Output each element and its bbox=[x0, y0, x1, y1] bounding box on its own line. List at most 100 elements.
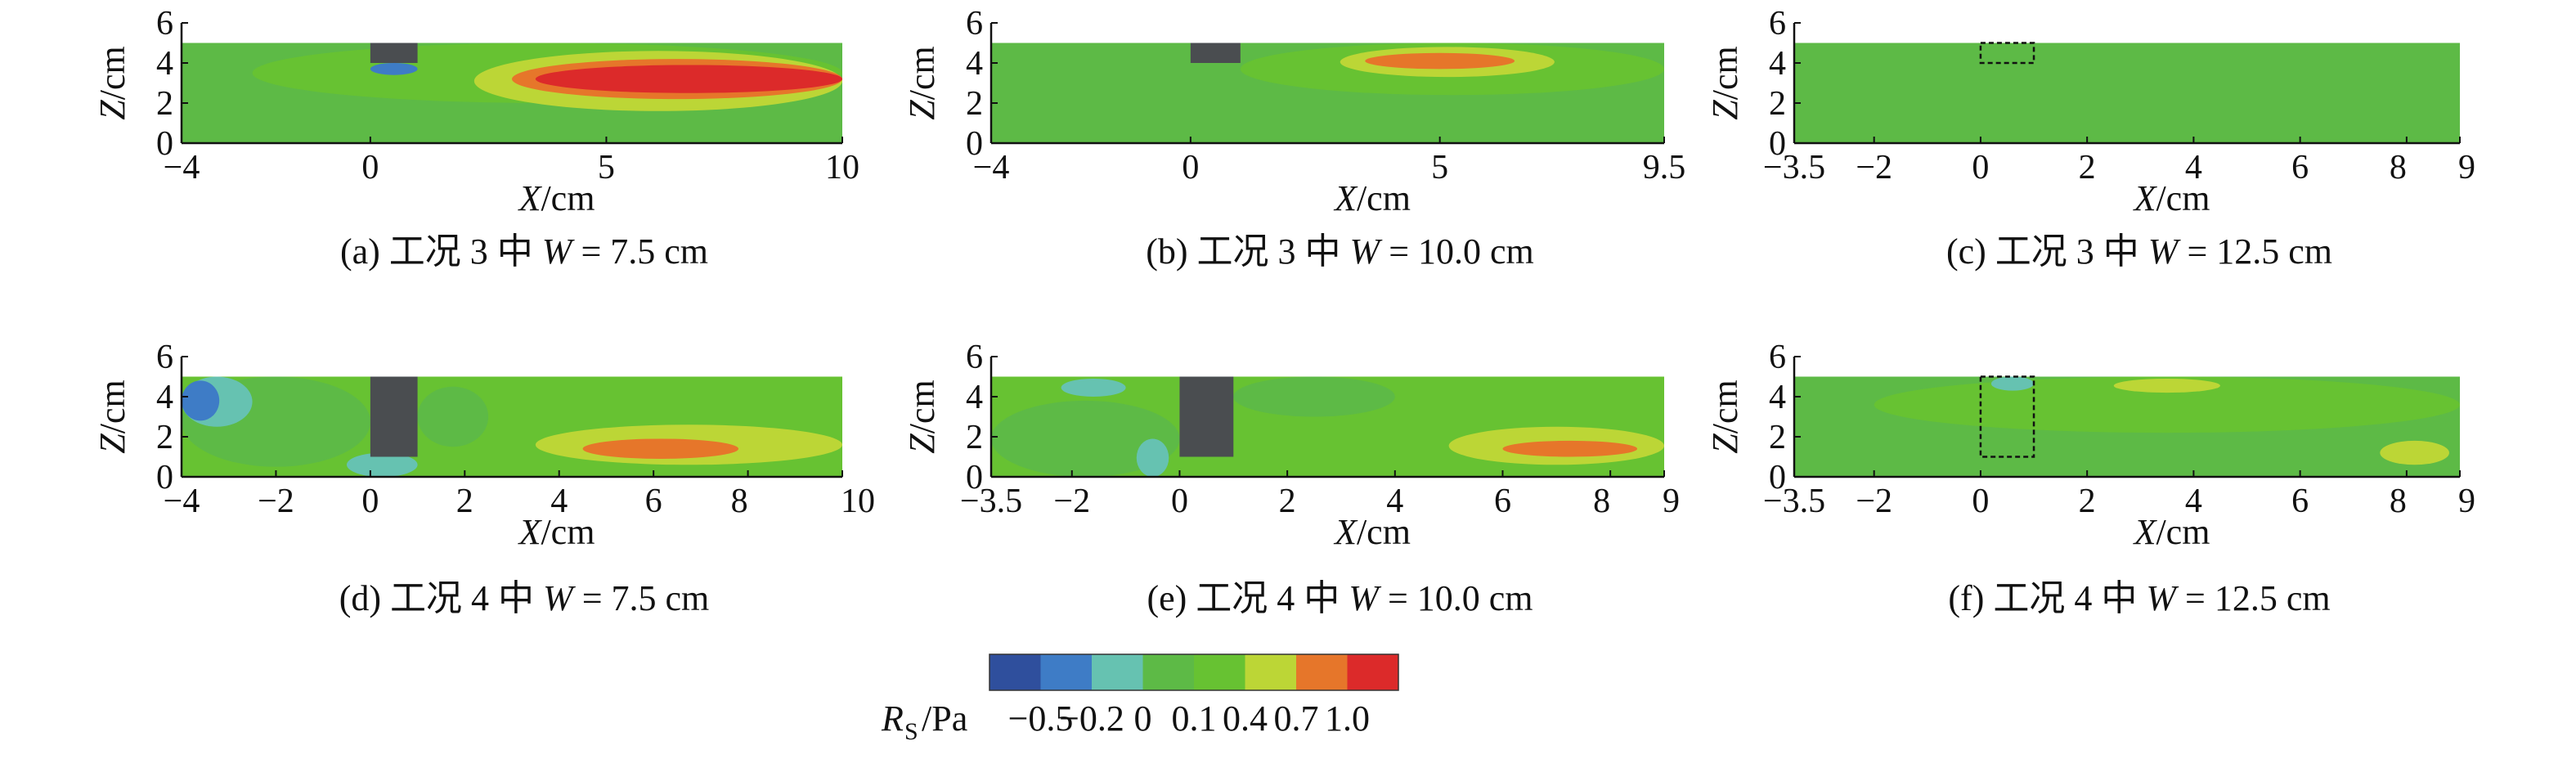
y-tick-label: 0 bbox=[966, 125, 983, 163]
x-tick-label: 5 bbox=[1431, 149, 1448, 186]
contour-region-5 bbox=[1502, 440, 1638, 457]
colorbar-label-subscript: S bbox=[904, 718, 918, 745]
colorbar-swatch bbox=[1040, 654, 1092, 690]
colorbar-tick-label: −0.5 bbox=[1008, 698, 1074, 739]
colorbar-swatch bbox=[1092, 654, 1143, 690]
colorbar-tick-label: 0.1 bbox=[1172, 698, 1217, 739]
x-tick-label: 9 bbox=[1663, 483, 1680, 520]
x-axis-label: X/cm bbox=[518, 178, 595, 218]
y-tick-label: 0 bbox=[156, 459, 173, 496]
y-tick-label: 6 bbox=[1769, 339, 1786, 376]
x-tick-label: 4 bbox=[2185, 149, 2202, 186]
colorbar-swatch bbox=[1194, 654, 1245, 690]
x-tick-label: −4 bbox=[164, 483, 200, 520]
x-axis-label: X/cm bbox=[1333, 512, 1411, 552]
contour-region-2 bbox=[1136, 438, 1169, 477]
contour-region-2 bbox=[2380, 440, 2449, 465]
x-tick-label: −3.5 bbox=[1763, 483, 1825, 520]
x-tick-label: 2 bbox=[1279, 483, 1296, 520]
y-tick-label: 2 bbox=[156, 419, 173, 456]
x-tick-label: 8 bbox=[731, 483, 748, 520]
y-tick-label: 4 bbox=[966, 379, 983, 416]
y-tick-label: 6 bbox=[156, 5, 173, 43]
x-tick-label: −2 bbox=[1856, 149, 1892, 186]
y-tick-label: 0 bbox=[966, 459, 983, 496]
obstacle-block bbox=[1190, 43, 1241, 63]
y-tick-label: 4 bbox=[156, 379, 173, 416]
contour-region-3 bbox=[1233, 376, 1395, 417]
colorbar-swatch bbox=[1347, 654, 1398, 690]
colorbar-tick-label: 0.4 bbox=[1223, 698, 1268, 739]
y-axis-label: Z/cm bbox=[1705, 46, 1745, 119]
obstacle-outline bbox=[1979, 42, 2035, 65]
x-tick-label: −3.5 bbox=[960, 483, 1022, 520]
y-tick-label: 2 bbox=[1769, 419, 1786, 456]
x-tick-label: −3.5 bbox=[1763, 149, 1825, 186]
y-tick-label: 2 bbox=[966, 85, 983, 123]
contour-region-0 bbox=[1874, 376, 2460, 433]
x-tick-label: 5 bbox=[598, 149, 615, 186]
x-tick-label: 0 bbox=[1171, 483, 1188, 520]
x-tick-label: −2 bbox=[258, 483, 294, 520]
y-tick-label: 4 bbox=[156, 45, 173, 83]
x-tick-label: 0 bbox=[1972, 483, 1989, 520]
contour-region-2 bbox=[1365, 52, 1515, 70]
x-tick-label: 9.5 bbox=[1643, 149, 1686, 186]
contour-region-6 bbox=[582, 438, 739, 459]
colorbar-tick-label: −0.2 bbox=[1059, 698, 1124, 739]
x-tick-label: 2 bbox=[456, 483, 473, 520]
x-axis-label: X/cm bbox=[2133, 178, 2210, 218]
panel-caption: (f) 工况 4 中 W = 12.5 cm bbox=[1948, 578, 2330, 618]
y-tick-label: 4 bbox=[966, 45, 983, 83]
x-tick-label: −4 bbox=[973, 149, 1010, 186]
contour-region-4 bbox=[347, 452, 418, 477]
x-tick-label: 6 bbox=[1494, 483, 1511, 520]
x-tick-label: 4 bbox=[1386, 483, 1403, 520]
x-tick-label: 0 bbox=[1182, 149, 1199, 186]
colorbar-swatches bbox=[989, 653, 1399, 691]
x-tick-label: 9 bbox=[2458, 483, 2475, 520]
y-axis-label: Z/cm bbox=[92, 46, 132, 119]
y-tick-label: 4 bbox=[1769, 379, 1786, 416]
contour-region-3 bbox=[1990, 376, 2035, 391]
colorbar-tick-label: 1.0 bbox=[1325, 698, 1370, 739]
y-axis-label: Z/cm bbox=[902, 46, 942, 119]
contour-region-3 bbox=[417, 386, 489, 447]
x-tick-label: 4 bbox=[550, 483, 568, 520]
colorbar-label: R bbox=[881, 698, 904, 739]
contour-region-1 bbox=[2113, 378, 2220, 393]
colorbar: R S /Pa −0.5−0.2 0 0.1 0.4 0.7 1.0 bbox=[881, 653, 1399, 745]
x-tick-label: 0 bbox=[1972, 149, 1989, 186]
x-tick-label: 8 bbox=[1593, 483, 1610, 520]
y-tick-label: 0 bbox=[1769, 459, 1786, 496]
x-tick-label: 10 bbox=[825, 149, 859, 186]
colorbar-label-unit: /Pa bbox=[922, 698, 967, 739]
y-tick-label: 2 bbox=[1769, 85, 1786, 123]
contour-region-0 bbox=[991, 400, 1180, 477]
panel-caption: (a) 工况 3 中 W = 7.5 cm bbox=[340, 231, 708, 272]
x-tick-label: 8 bbox=[2390, 149, 2407, 186]
colorbar-tick-labels: −0.5−0.2 0 0.1 0.4 0.7 1.0 bbox=[1008, 698, 1370, 739]
x-tick-label: 10 bbox=[841, 483, 875, 520]
x-tick-label: 6 bbox=[2291, 483, 2309, 520]
y-axis-label: Z/cm bbox=[1705, 380, 1745, 453]
obstacle-block bbox=[370, 43, 418, 63]
colorbar-swatch bbox=[1142, 654, 1194, 690]
x-tick-label: 2 bbox=[2079, 483, 2096, 520]
colorbar-swatch bbox=[1296, 654, 1348, 690]
x-tick-label: 0 bbox=[361, 483, 379, 520]
y-tick-label: 2 bbox=[966, 419, 983, 456]
colorbar-swatch bbox=[990, 654, 1041, 690]
x-tick-label: 2 bbox=[2079, 149, 2096, 186]
panel-caption: (b) 工况 3 中 W = 10.0 cm bbox=[1146, 231, 1534, 272]
contour-region-1 bbox=[1061, 378, 1126, 397]
y-axis-label: Z/cm bbox=[92, 380, 132, 453]
x-tick-label: −2 bbox=[1856, 483, 1892, 520]
